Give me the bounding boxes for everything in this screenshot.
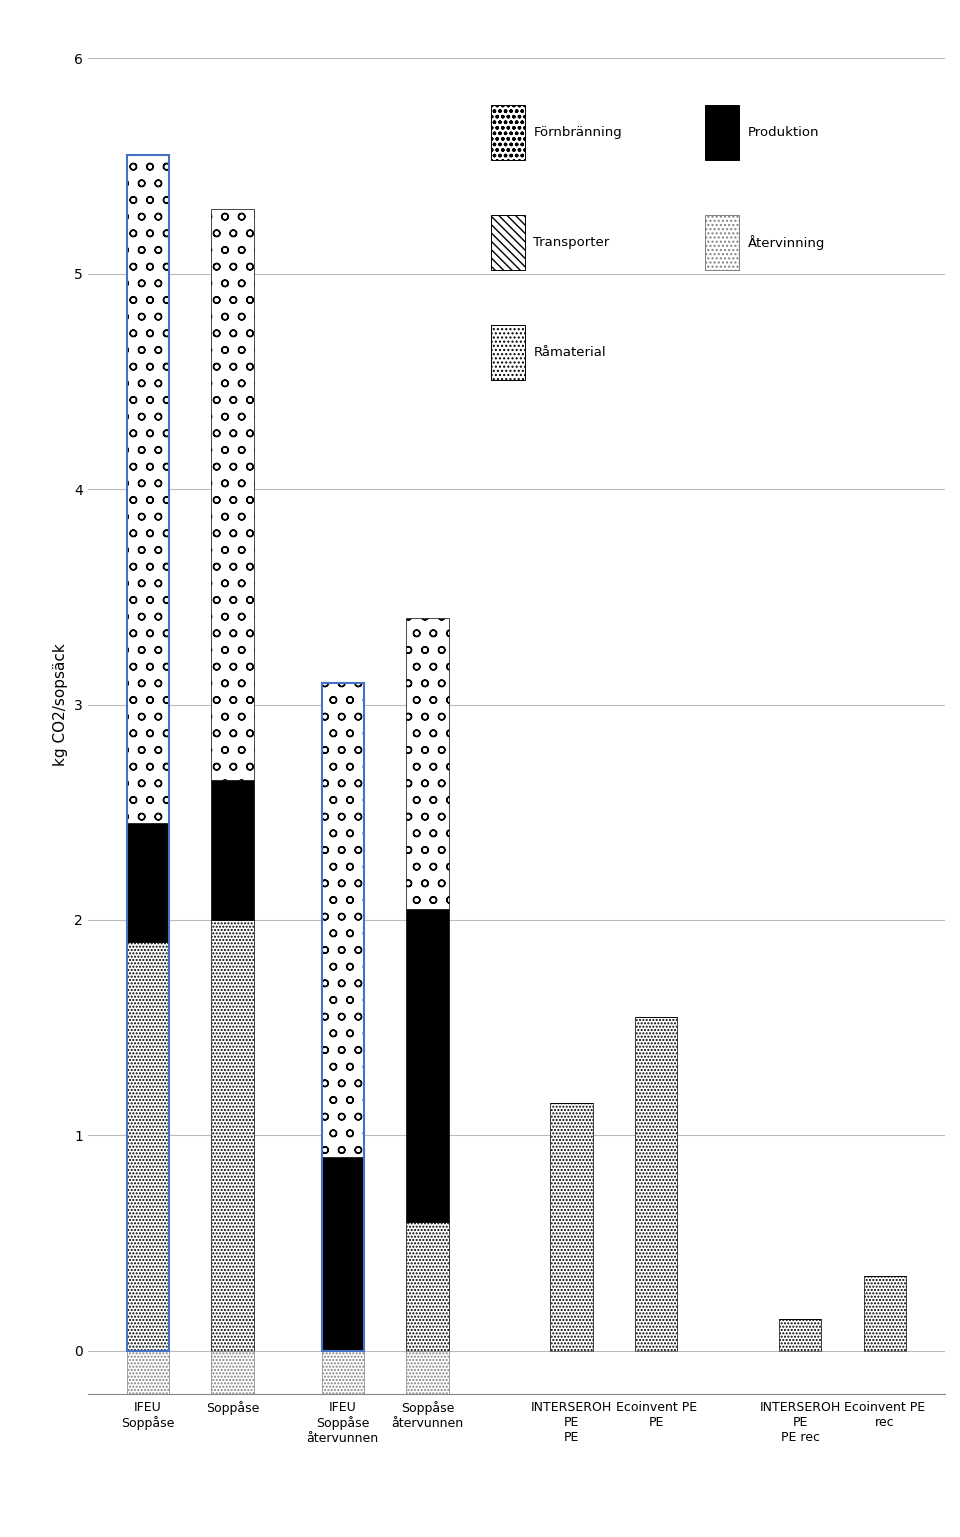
Bar	[406, 910, 448, 1222]
Text: Återvinning: Återvinning	[748, 235, 826, 251]
Bar	[211, 779, 253, 921]
Bar	[406, 1222, 448, 1351]
Bar	[705, 215, 739, 271]
Bar	[127, 942, 169, 1351]
Bar	[322, 682, 364, 1157]
Bar	[635, 1017, 678, 1351]
Bar	[864, 1276, 906, 1351]
Bar	[127, 1351, 169, 1537]
Bar	[211, 209, 253, 779]
Bar	[322, 1157, 364, 1351]
Bar	[127, 155, 169, 1351]
Bar	[491, 326, 525, 381]
Bar	[779, 1319, 822, 1351]
Bar	[127, 155, 169, 822]
Text: Transporter: Transporter	[534, 237, 610, 249]
Bar	[550, 1104, 592, 1351]
Bar	[491, 105, 525, 160]
Bar	[491, 215, 525, 271]
Bar	[322, 1351, 364, 1537]
Bar	[211, 1351, 253, 1537]
Y-axis label: kg CO2/sopsäck: kg CO2/sopsäck	[54, 642, 68, 765]
Bar	[322, 682, 364, 1351]
Text: Råmaterial: Råmaterial	[534, 346, 606, 360]
Bar	[705, 105, 739, 160]
Bar	[406, 618, 448, 910]
Bar	[406, 1351, 448, 1534]
Text: Produktion: Produktion	[748, 126, 819, 138]
Text: Förnbränning: Förnbränning	[534, 126, 622, 138]
Bar	[127, 822, 169, 942]
Bar	[211, 921, 253, 1351]
